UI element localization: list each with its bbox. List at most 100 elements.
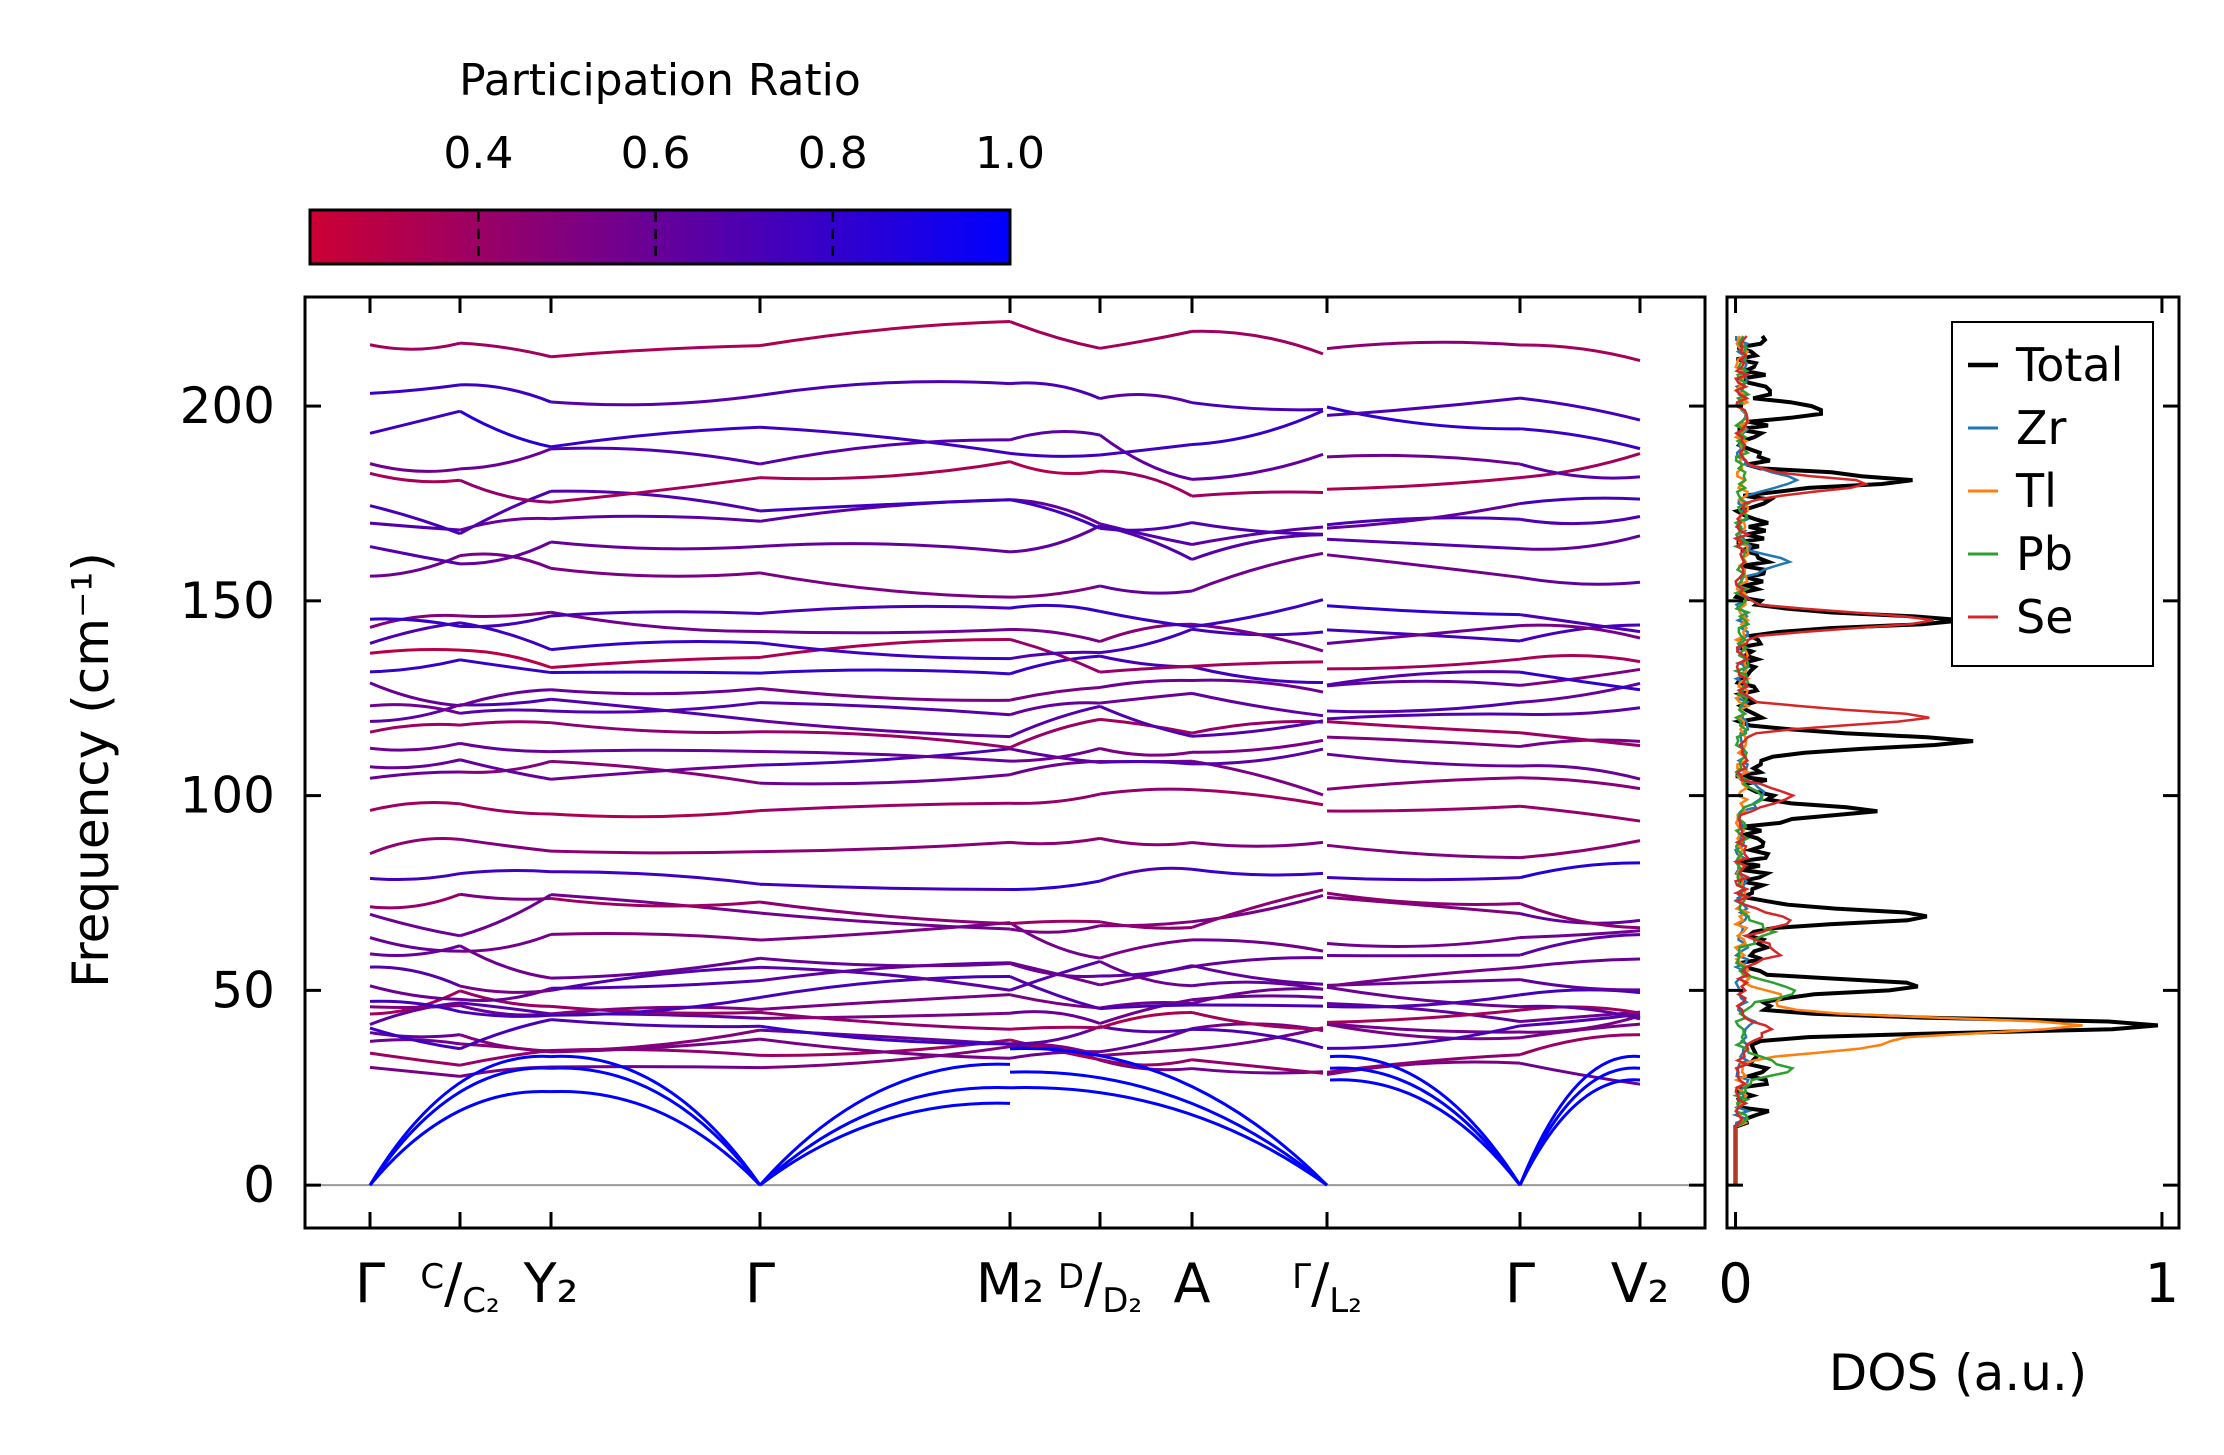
band-branch xyxy=(550,893,761,915)
band-branch xyxy=(369,341,461,351)
band-branch xyxy=(759,1024,1011,1046)
band-branch xyxy=(1009,320,1101,350)
x-tick-label: D/D₂ xyxy=(1058,1252,1142,1321)
dos-pb-line xyxy=(1732,335,1797,1186)
band-branch xyxy=(759,1011,1011,1020)
band-branch xyxy=(1009,430,1101,442)
band-branch xyxy=(1099,938,1193,960)
band-branch xyxy=(1191,1011,1324,1031)
band-branch xyxy=(1099,521,1193,532)
band-branch xyxy=(1191,840,1324,848)
band-branch xyxy=(1099,664,1193,674)
band-branch xyxy=(1519,427,1641,451)
band-branch xyxy=(369,621,461,645)
band-branch xyxy=(369,545,461,566)
band-branch xyxy=(369,613,461,629)
band-branch xyxy=(550,759,761,785)
band-branch xyxy=(369,658,461,674)
dos-zr-line xyxy=(1731,335,1800,1186)
band-branch xyxy=(1519,452,1641,480)
band-branch xyxy=(1191,719,1324,738)
band-branch xyxy=(759,425,1011,455)
band-branch xyxy=(550,1005,761,1016)
colorbar-gradient xyxy=(308,208,1012,266)
band-branch xyxy=(1099,704,1193,738)
band-branch xyxy=(1009,685,1101,702)
band-branch xyxy=(459,688,552,708)
band-branch xyxy=(1326,752,1521,768)
band-branch xyxy=(759,965,1011,992)
band-branch xyxy=(369,936,461,953)
band-branch xyxy=(1099,522,1193,546)
band-branch xyxy=(1519,515,1641,526)
band-branch xyxy=(1326,405,1521,431)
acoustic-branch xyxy=(550,1054,762,1187)
band-branch xyxy=(459,893,552,938)
band-branch xyxy=(1191,956,1324,969)
band-branch xyxy=(759,542,1011,554)
acoustic-branch xyxy=(368,1066,552,1186)
band-branch xyxy=(1326,993,1521,1009)
band-branch xyxy=(550,1065,761,1070)
acoustic-branch xyxy=(758,1062,1011,1187)
band-branch xyxy=(1519,929,1641,940)
band-panel: 0 50 100 150 200 Γ C/C₂ Y₂ Γ M₂ D/D₂ A Γ/L₂ Γ V₂ Freq… xyxy=(62,295,1707,1321)
band-branch xyxy=(550,697,761,723)
acoustic-branch xyxy=(1518,1066,1641,1186)
band-branch xyxy=(369,944,461,957)
band-branch xyxy=(1519,1010,1641,1024)
band-branch xyxy=(1099,433,1193,481)
band-branch xyxy=(1099,747,1193,757)
band-branch xyxy=(1326,396,1521,417)
band-branch xyxy=(550,489,761,513)
band-branch xyxy=(1099,329,1193,350)
band-branch xyxy=(1519,978,1641,992)
band-branch xyxy=(369,617,461,628)
band-branch xyxy=(1099,1010,1193,1030)
band-branch xyxy=(1009,1010,1101,1025)
band-branch xyxy=(1191,938,1324,953)
band-branch xyxy=(550,514,761,523)
band-branch xyxy=(1326,1008,1521,1024)
band-branch xyxy=(1326,776,1521,791)
band-branch xyxy=(1099,920,1193,928)
band-branch xyxy=(369,1001,461,1026)
band-branch xyxy=(1009,921,1101,960)
band-branch xyxy=(1099,393,1193,405)
band-branch xyxy=(1191,409,1324,447)
band-branch xyxy=(759,801,1011,813)
legend-label-pb: Pb xyxy=(2016,527,2073,581)
band-branch xyxy=(1009,627,1101,643)
band-branch xyxy=(369,741,461,752)
band-branch xyxy=(459,892,552,901)
band-branch xyxy=(459,552,552,570)
band-branch xyxy=(459,720,552,727)
band-branch xyxy=(369,965,461,988)
band-branch xyxy=(550,655,761,670)
band-branch xyxy=(1099,584,1193,595)
band-branch xyxy=(369,892,461,910)
dos-x-tick-label: 1 xyxy=(2145,1252,2179,1315)
band-branch xyxy=(1326,657,1521,671)
x-tick-label: Y₂ xyxy=(523,1252,579,1315)
band-branch xyxy=(1326,720,1521,735)
band-branch xyxy=(1326,1024,1521,1050)
x-tick-label: Γ xyxy=(745,1252,775,1315)
band-branch xyxy=(759,719,1011,739)
x-tick-label: A xyxy=(1174,1252,1211,1315)
band-branch xyxy=(459,741,552,754)
band-branch xyxy=(1519,462,1641,480)
band-branch xyxy=(369,681,461,708)
band-branch xyxy=(759,701,1011,717)
band-branch xyxy=(459,802,552,816)
band-branch xyxy=(1099,759,1193,766)
band-branch xyxy=(459,758,552,781)
band-branch xyxy=(759,498,1011,513)
band-branch xyxy=(1326,553,1521,579)
colorbar-tick-label: 1.0 xyxy=(975,128,1045,179)
band-branch xyxy=(1191,551,1324,593)
band-branch xyxy=(1099,787,1193,796)
legend-label-se: Se xyxy=(2016,590,2074,644)
band-branch xyxy=(1099,960,1193,988)
